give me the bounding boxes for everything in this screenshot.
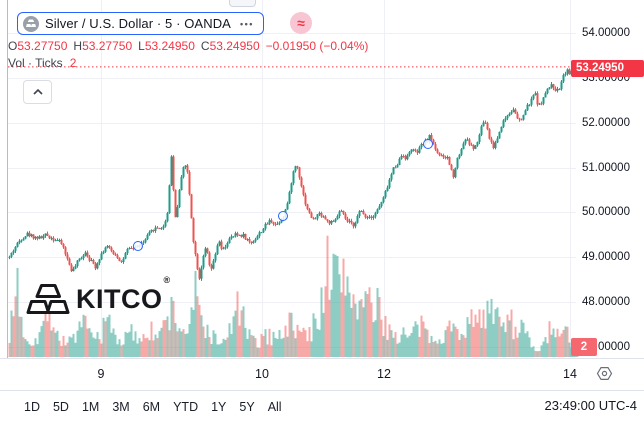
time-tick-label: 14 bbox=[563, 367, 577, 381]
price-chart-canvas[interactable] bbox=[0, 0, 644, 358]
range-toolbar: 1D 5D 1M 3M 6M YTD 1Y 5Y All bbox=[0, 390, 644, 423]
open-value: 53.27750 bbox=[17, 39, 68, 53]
price-tick-label: 50.00000 bbox=[582, 206, 630, 219]
range-button-5y[interactable]: 5Y bbox=[239, 400, 255, 414]
close-label: C bbox=[200, 39, 210, 53]
ohlc-legend: O53.27750 H53.27750 L53.24950 C53.24950 −0.0… bbox=[8, 39, 368, 53]
approx-data-badge[interactable]: ≈ bbox=[290, 12, 312, 34]
kitco-gold-bars-icon bbox=[26, 284, 70, 314]
range-button-1m[interactable]: 1M bbox=[81, 400, 100, 414]
chevron-up-icon bbox=[32, 89, 43, 95]
kitco-brand-text: KITCO bbox=[76, 284, 163, 314]
clock-display: 23:49:00 UTC-4 bbox=[544, 398, 638, 413]
symbol-button[interactable]: Silver / U.S. Dollar · 5 · OANDA ••• bbox=[17, 12, 264, 35]
volume-value-badge: 2 bbox=[571, 338, 597, 356]
symbol-menu-dots-icon[interactable]: ••• bbox=[239, 18, 254, 29]
price-tick-label: 52.00000 bbox=[582, 116, 630, 129]
left-frame-border bbox=[7, 0, 8, 423]
time-tick-label: 9 bbox=[97, 367, 105, 381]
high-value: 53.27750 bbox=[82, 39, 133, 53]
last-price-label: 53.24950 bbox=[571, 60, 644, 77]
time-tick-label: 10 bbox=[255, 367, 269, 381]
price-tick-label: 48.00000 bbox=[582, 296, 630, 308]
close-value: 53.24950 bbox=[209, 39, 260, 53]
change-value: −0.01950 (−0.04%) bbox=[265, 39, 369, 53]
price-scale[interactable]: 54.00000 53.00000 52.00000 51.00000 50.00000… bbox=[578, 0, 644, 358]
trade-marker[interactable] bbox=[132, 240, 143, 251]
low-value: 53.24950 bbox=[144, 39, 195, 53]
open-label: O bbox=[8, 39, 18, 53]
range-button-6m[interactable]: 6M bbox=[142, 400, 161, 414]
price-tick-label: 49.00000 bbox=[582, 251, 630, 264]
approx-icon: ≈ bbox=[297, 15, 305, 31]
registered-mark: ® bbox=[163, 275, 171, 285]
price-tick-label: 54.00000 bbox=[582, 27, 630, 40]
time-tick-label: 12 bbox=[377, 367, 391, 381]
volume-legend: Vol · Ticks 2 bbox=[8, 56, 76, 70]
trade-marker[interactable] bbox=[422, 138, 433, 149]
volume-value: 2 bbox=[69, 56, 77, 70]
range-button-3m[interactable]: 3M bbox=[112, 400, 130, 414]
range-button-ytd[interactable]: YTD bbox=[173, 400, 199, 414]
range-button-5d[interactable]: 5D bbox=[52, 400, 69, 414]
time-axis[interactable]: 9 10 12 14 bbox=[0, 358, 644, 390]
high-label: H bbox=[73, 39, 83, 53]
symbol-title: Silver / U.S. Dollar · 5 · OANDA bbox=[45, 16, 231, 31]
collapse-legend-button[interactable] bbox=[23, 80, 52, 104]
settings-gear-icon[interactable] bbox=[596, 365, 613, 382]
price-tick-label: 51.00000 bbox=[582, 161, 630, 174]
range-button-all[interactable]: All bbox=[267, 400, 282, 414]
low-label: L bbox=[138, 39, 145, 53]
range-button-1y[interactable]: 1Y bbox=[211, 400, 227, 414]
silver-symbol-icon bbox=[23, 15, 39, 32]
pane-top-button[interactable] bbox=[229, 0, 256, 7]
kitco-watermark: KITCO® bbox=[26, 275, 170, 315]
range-button-1d[interactable]: 1D bbox=[24, 400, 40, 414]
trade-marker[interactable] bbox=[277, 210, 288, 221]
volume-label: Vol · Ticks bbox=[8, 56, 63, 70]
